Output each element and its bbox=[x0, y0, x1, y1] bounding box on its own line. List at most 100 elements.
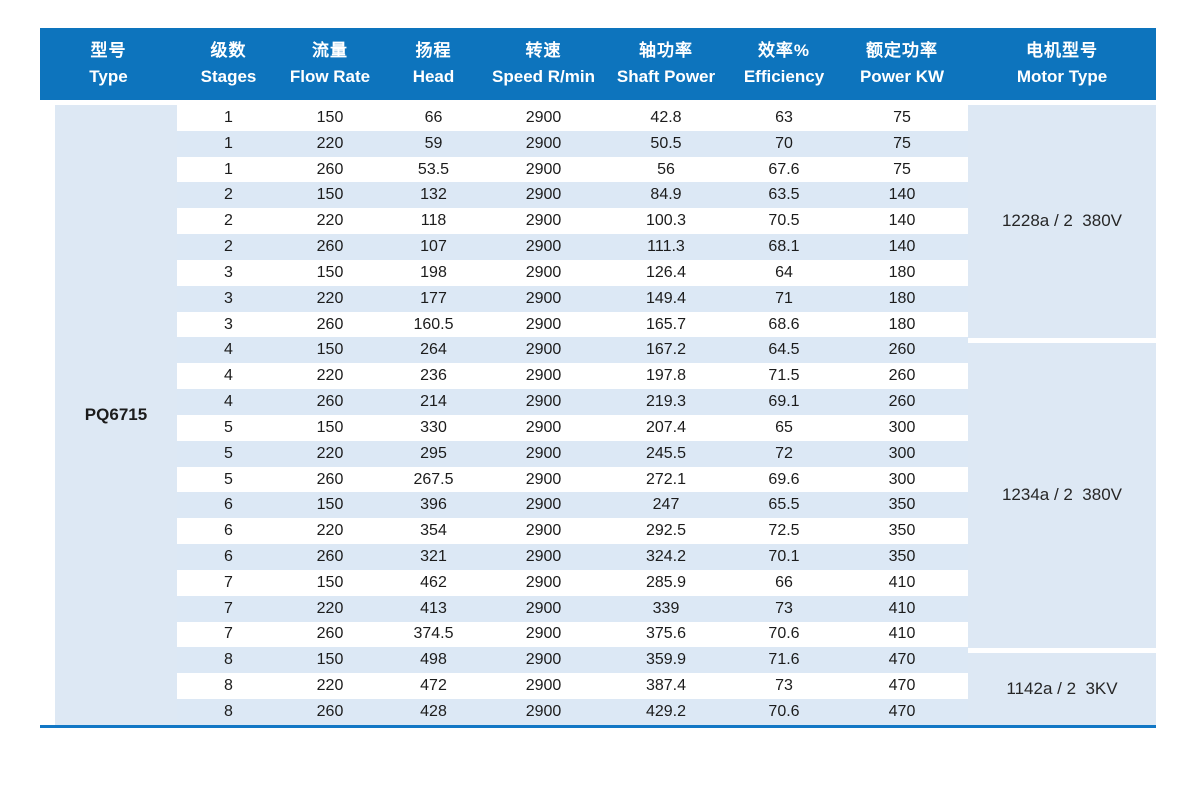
table-cell: 2900 bbox=[525, 341, 562, 359]
table-cell: 260 bbox=[316, 238, 344, 256]
table-cell: 219.3 bbox=[645, 393, 687, 411]
table-cell: 260 bbox=[316, 393, 344, 411]
table-cell: 3 bbox=[224, 263, 233, 281]
table-cell: 2900 bbox=[525, 573, 562, 591]
column-header-motor-type-en: Motor Type bbox=[1016, 67, 1108, 86]
table-cell: 220 bbox=[316, 522, 344, 540]
table-cell: 1 bbox=[224, 160, 233, 178]
table-cell: 359.9 bbox=[645, 651, 687, 669]
column-header-stages-en: Stages bbox=[200, 67, 257, 86]
table-cell: 75 bbox=[893, 134, 911, 152]
table-body: PQ6715 1 150 66 2900 42.8 63 75 1 220 59 2900 50.5 7… bbox=[40, 105, 1156, 725]
table-cell: 321 bbox=[420, 547, 447, 565]
table-cell: 2900 bbox=[525, 212, 562, 230]
table-cell: 2900 bbox=[525, 599, 562, 617]
table-cell: 292.5 bbox=[645, 522, 687, 540]
table-row: 5 150 330 2900 207.4 65 300 bbox=[177, 414, 968, 441]
table-cell: 59 bbox=[424, 134, 443, 152]
table-cell: 180 bbox=[888, 315, 916, 333]
table-cell: 300 bbox=[888, 444, 916, 462]
table-cell: 7 bbox=[224, 573, 233, 591]
table-row: 1 260 53.5 2900 56 67.6 75 bbox=[177, 156, 968, 183]
table-cell: 150 bbox=[316, 418, 344, 436]
table-cell: 64 bbox=[775, 263, 793, 281]
table-cell: 339 bbox=[652, 599, 680, 617]
table-cell: 5 bbox=[224, 470, 233, 488]
table-cell: 2900 bbox=[525, 470, 562, 488]
table-cell: 354 bbox=[420, 522, 447, 540]
table-cell: 247 bbox=[652, 496, 680, 514]
column-header-flow-rate: 流量 Flow Rate bbox=[280, 28, 380, 100]
column-header-flow-rate-zh: 流量 bbox=[312, 40, 348, 60]
table-cell: 71 bbox=[775, 289, 793, 307]
table-row: 2 220 118 2900 100.3 70.5 140 bbox=[177, 208, 968, 235]
table-row: 1 220 59 2900 50.5 70 75 bbox=[177, 130, 968, 157]
table-row: 7 150 462 2900 285.9 66 410 bbox=[177, 569, 968, 596]
table-cell: 72 bbox=[775, 444, 793, 462]
column-header-type: 型号 Type bbox=[40, 28, 177, 100]
table-cell: 4 bbox=[224, 393, 233, 411]
table-cell: 66 bbox=[775, 573, 793, 591]
table-cell: 2900 bbox=[525, 677, 562, 695]
column-header-type-en: Type bbox=[89, 67, 128, 86]
table-cell: 260 bbox=[316, 547, 344, 565]
table-cell: 374.5 bbox=[413, 625, 454, 643]
table-cell: 220 bbox=[316, 599, 344, 617]
table-cell: 350 bbox=[888, 547, 916, 565]
table-cell: 150 bbox=[316, 573, 344, 591]
table-cell: 6 bbox=[224, 496, 233, 514]
column-header-head-zh: 扬程 bbox=[415, 40, 452, 60]
table-cell: 140 bbox=[888, 212, 916, 230]
table-row: 6 150 396 2900 247 65.5 350 bbox=[177, 492, 968, 519]
table-row: 7 220 413 2900 339 73 410 bbox=[177, 595, 968, 622]
table-cell: 214 bbox=[420, 393, 447, 411]
table-cell: 220 bbox=[316, 367, 344, 385]
table-cell: 220 bbox=[316, 134, 344, 152]
table-cell: 132 bbox=[420, 186, 447, 204]
table-cell: 462 bbox=[420, 573, 447, 591]
column-header-head: 扬程 Head bbox=[380, 28, 487, 100]
table-cell: 66 bbox=[424, 108, 443, 126]
table-cell: 68.1 bbox=[768, 238, 800, 256]
table-cell: 50.5 bbox=[650, 134, 682, 152]
table-cell: 429.2 bbox=[645, 702, 687, 720]
column-header-stages: 级数 Stages bbox=[177, 28, 280, 100]
table-row: 3 260 160.5 2900 165.7 68.6 180 bbox=[177, 311, 968, 338]
table-cell: 165.7 bbox=[645, 315, 687, 333]
table-cell: 71.5 bbox=[768, 367, 800, 385]
table-cell: 470 bbox=[888, 677, 916, 695]
column-header-shaft-power-en: Shaft Power bbox=[616, 67, 716, 86]
table-cell: 2900 bbox=[525, 160, 562, 178]
table-cell: 5 bbox=[224, 444, 233, 462]
table-cell: 68.6 bbox=[768, 315, 800, 333]
table-cell: 73 bbox=[775, 677, 793, 695]
table-cell: 264 bbox=[420, 341, 447, 359]
table-cell: 140 bbox=[888, 238, 916, 256]
table-cell: 70.5 bbox=[768, 212, 800, 230]
table-row: 3 150 198 2900 126.4 64 180 bbox=[177, 259, 968, 286]
pump-model-cell: PQ6715 bbox=[55, 105, 177, 725]
table-row: 5 220 295 2900 245.5 72 300 bbox=[177, 440, 968, 467]
table-cell: 2900 bbox=[525, 418, 562, 436]
table-cell: 197.8 bbox=[645, 367, 687, 385]
table-row: 1 150 66 2900 42.8 63 75 bbox=[177, 105, 968, 131]
column-header-speed-zh: 转速 bbox=[525, 40, 562, 60]
table-cell: 2900 bbox=[525, 547, 562, 565]
table-cell: 324.2 bbox=[645, 547, 687, 565]
table-cell: 2900 bbox=[525, 134, 562, 152]
table-cell: 2900 bbox=[525, 367, 562, 385]
table-cell: 330 bbox=[420, 418, 447, 436]
table-cell: 3 bbox=[224, 289, 233, 307]
table-cell: 2 bbox=[224, 186, 233, 204]
table-cell: 2900 bbox=[525, 625, 562, 643]
table-cell: 7 bbox=[224, 625, 233, 643]
table-cell: 198 bbox=[420, 263, 447, 281]
table-cell: 2900 bbox=[525, 315, 562, 333]
table-cell: 150 bbox=[316, 108, 344, 126]
table-row: 8 220 472 2900 387.4 73 470 bbox=[177, 673, 968, 700]
table-cell: 150 bbox=[316, 651, 344, 669]
table-cell: 72.5 bbox=[768, 522, 800, 540]
table-cell: 150 bbox=[316, 496, 344, 514]
table-cell: 1 bbox=[224, 108, 233, 126]
table-cell: 272.1 bbox=[645, 470, 687, 488]
